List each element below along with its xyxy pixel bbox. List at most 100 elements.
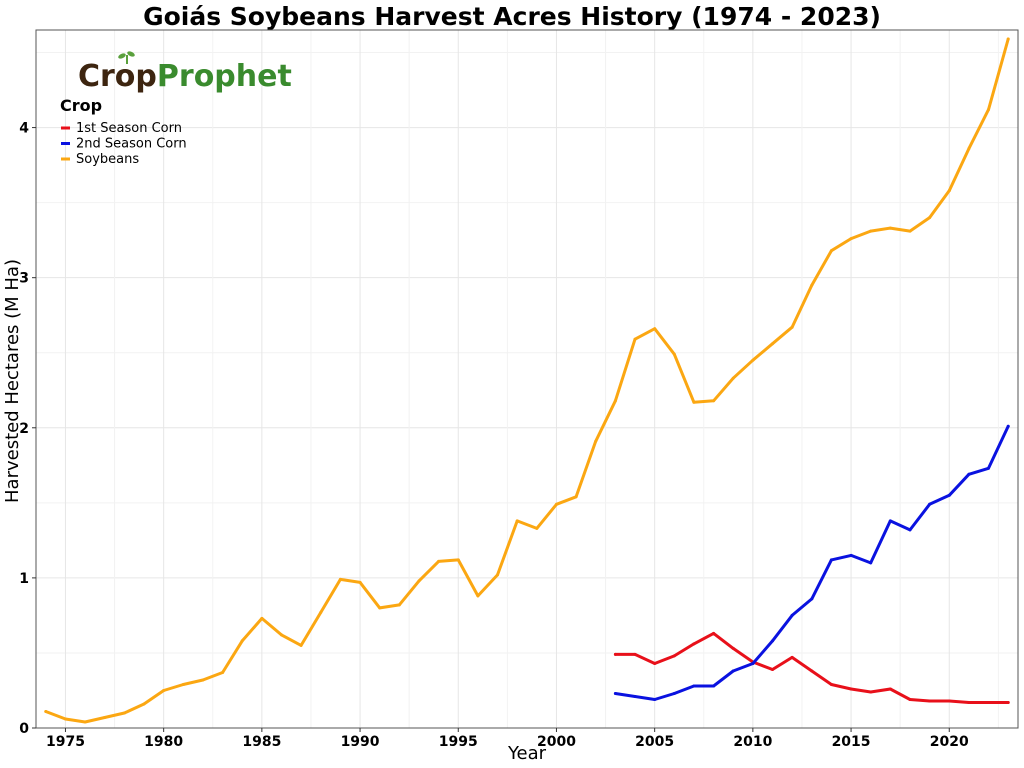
chart-title: Goiás Soybeans Harvest Acres History (19… — [143, 2, 881, 31]
data-point-1st-season-corn — [908, 698, 912, 701]
data-point-soybeans — [888, 226, 892, 230]
data-point-1st-season-corn — [692, 642, 696, 646]
data-point-soybeans — [319, 610, 323, 614]
data-point-2nd-season-corn — [869, 561, 873, 565]
x-tick-label: 1985 — [242, 734, 281, 750]
data-point-1st-season-corn — [849, 687, 853, 691]
data-point-2nd-season-corn — [731, 669, 735, 673]
data-point-soybeans — [358, 580, 362, 584]
data-point-soybeans — [869, 229, 873, 233]
data-point-1st-season-corn — [633, 652, 637, 656]
data-point-soybeans — [987, 108, 990, 112]
data-point-soybeans — [555, 502, 558, 506]
data-point-2nd-season-corn — [633, 695, 637, 698]
data-point-soybeans — [103, 716, 107, 719]
x-tick-label: 1975 — [46, 734, 85, 750]
x-tick-label: 2015 — [832, 734, 871, 750]
series-lines — [44, 37, 1010, 724]
y-tick-label: 3 — [19, 271, 29, 287]
x-tick-label: 2005 — [635, 734, 674, 750]
data-point-1st-season-corn — [888, 687, 892, 691]
data-point-2nd-season-corn — [692, 684, 696, 688]
x-tick-label: 1980 — [144, 734, 183, 750]
data-point-2nd-season-corn — [712, 684, 716, 688]
data-point-soybeans — [928, 216, 932, 220]
axes: 1975 1980 1985 1990 1995 2000 2005 2010 2015 2020… — [19, 121, 969, 750]
data-point-soybeans — [1006, 37, 1010, 41]
data-point-1st-season-corn — [1006, 701, 1010, 704]
data-point-soybeans — [122, 711, 126, 715]
data-point-soybeans — [771, 342, 774, 346]
data-point-2nd-season-corn — [771, 639, 774, 643]
logo-text-prophet: Prophet — [157, 59, 292, 94]
data-point-soybeans — [221, 671, 225, 674]
data-point-2nd-season-corn — [810, 597, 814, 601]
data-point-1st-season-corn — [672, 654, 676, 658]
data-point-2nd-season-corn — [888, 519, 892, 523]
data-point-soybeans — [633, 337, 637, 341]
data-point-soybeans — [338, 577, 342, 581]
data-point-soybeans — [829, 249, 833, 253]
data-point-2nd-season-corn — [928, 502, 932, 506]
data-point-soybeans — [456, 558, 460, 562]
y-tick-label: 0 — [19, 721, 29, 737]
plot-border — [35, 29, 1019, 729]
data-point-soybeans — [692, 400, 696, 404]
data-point-2nd-season-corn — [908, 528, 912, 532]
logo-text-crop: Crop — [78, 59, 157, 94]
y-tick-label: 2 — [19, 421, 29, 437]
data-point-soybeans — [142, 702, 146, 706]
data-point-1st-season-corn — [967, 701, 971, 704]
x-tick-label: 2010 — [733, 734, 772, 750]
data-point-soybeans — [751, 358, 755, 362]
data-point-soybeans — [712, 399, 716, 403]
data-point-soybeans — [535, 526, 539, 530]
data-point-soybeans — [496, 573, 499, 577]
series-line-soybeans — [44, 37, 1010, 724]
data-point-soybeans — [672, 352, 676, 356]
data-point-soybeans — [613, 399, 617, 403]
data-point-2nd-season-corn — [1006, 424, 1010, 428]
data-point-soybeans — [240, 639, 244, 643]
data-point-soybeans — [437, 559, 441, 563]
data-point-1st-season-corn — [731, 646, 735, 650]
data-point-1st-season-corn — [771, 668, 774, 671]
data-point-2nd-season-corn — [829, 558, 833, 562]
legend-label-1st-season-corn: 1st Season Corn — [76, 121, 182, 136]
data-point-soybeans — [908, 229, 912, 233]
y-tick-label: 1 — [19, 571, 29, 587]
data-point-1st-season-corn — [810, 669, 814, 673]
data-point-soybeans — [417, 579, 421, 583]
data-point-soybeans — [574, 495, 578, 499]
data-point-soybeans — [280, 633, 283, 637]
data-point-soybeans — [515, 519, 519, 523]
data-point-2nd-season-corn — [967, 472, 971, 476]
y-axis-title: Harvested Hectares (M Ha) — [2, 259, 23, 503]
data-point-1st-season-corn — [869, 690, 873, 694]
data-point-1st-season-corn — [928, 699, 932, 703]
data-point-soybeans — [83, 720, 87, 724]
data-point-soybeans — [260, 616, 264, 620]
data-point-soybeans — [731, 376, 735, 380]
data-point-soybeans — [64, 717, 67, 721]
data-point-soybeans — [201, 678, 205, 682]
data-point-soybeans — [967, 147, 971, 151]
data-point-1st-season-corn — [829, 683, 833, 686]
data-point-soybeans — [594, 439, 598, 443]
data-point-1st-season-corn — [712, 631, 716, 635]
data-point-1st-season-corn — [987, 701, 990, 704]
data-point-2nd-season-corn — [653, 698, 657, 701]
data-point-soybeans — [947, 189, 951, 193]
y-tick-label: 4 — [19, 121, 29, 137]
data-point-2nd-season-corn — [613, 692, 617, 695]
legend-title: Crop — [60, 96, 102, 115]
data-point-soybeans — [162, 689, 166, 692]
data-point-2nd-season-corn — [672, 692, 676, 695]
x-tick-label: 2000 — [537, 734, 576, 750]
data-point-2nd-season-corn — [751, 662, 755, 665]
legend-label-2nd-season-corn: 2nd Season Corn — [76, 137, 187, 152]
x-tick-label: 1995 — [439, 734, 478, 750]
data-point-2nd-season-corn — [947, 493, 951, 497]
x-tick-label: 1990 — [341, 734, 380, 750]
